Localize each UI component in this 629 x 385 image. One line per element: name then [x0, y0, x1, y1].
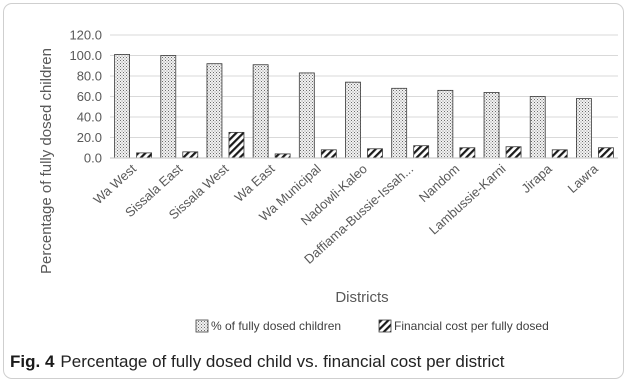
bar-chart: 0.0 20.0 40.0 60.0 80.0 100.0 120.0 Wa WestSis… — [38, 28, 618, 333]
y-tick-label: 0.0 — [84, 151, 102, 166]
bar-fully-dosed — [437, 89, 454, 159]
bar-financial-cost — [413, 145, 430, 159]
bar-financial-cost — [136, 152, 152, 159]
y-tick-label: 80.0 — [77, 69, 102, 84]
bar-financial-cost — [274, 153, 291, 159]
y-tick-label: 120.0 — [69, 28, 102, 43]
bar-fully-dosed — [529, 96, 546, 159]
bar-fully-dosed — [206, 63, 223, 159]
y-tick-label: 100.0 — [69, 48, 102, 63]
legend-label-fully-dosed: % of fully dosed children — [211, 319, 341, 333]
x-axis-title: Districts — [335, 289, 388, 306]
bar-financial-cost — [320, 149, 337, 159]
bar-financial-cost — [551, 149, 568, 159]
bar-financial-cost — [228, 131, 245, 159]
y-tick-label: 20.0 — [77, 130, 102, 145]
x-tick-label: Jirapa — [518, 161, 555, 196]
legend-label-financial-cost: Financial cost per fully dosed — [394, 319, 549, 333]
bar-fully-dosed — [345, 81, 361, 159]
legend-swatch-hatch — [378, 319, 392, 333]
bar-financial-cost — [182, 151, 199, 159]
figure-frame — [3, 3, 624, 379]
figure-label: Fig. 4 — [10, 352, 55, 371]
x-tick-label: Nandom — [416, 161, 463, 205]
bar-financial-cost — [598, 147, 614, 159]
bar-fully-dosed — [391, 87, 408, 159]
x-tick-label: Lawra — [565, 161, 602, 196]
bar-financial-cost — [459, 147, 476, 159]
y-axis-ticks: 0.0 20.0 40.0 60.0 80.0 100.0 120.0 — [69, 28, 102, 166]
bar-financial-cost — [505, 146, 522, 159]
bars — [114, 54, 614, 159]
x-tick-label: Wa East — [231, 161, 277, 205]
y-tick-label: 40.0 — [77, 110, 102, 125]
bar-fully-dosed — [252, 64, 269, 159]
caption-text: Percentage of fully dosed child vs. fina… — [60, 352, 505, 371]
legend: % of fully dosed children Financial cost… — [195, 319, 549, 333]
legend-swatch-dotted — [195, 319, 209, 333]
bar-fully-dosed — [114, 54, 130, 159]
bar-financial-cost — [367, 148, 383, 159]
bar-fully-dosed — [160, 55, 177, 159]
bar-fully-dosed — [298, 72, 315, 159]
bar-fully-dosed — [483, 92, 500, 159]
y-axis-title: Percentage of fully dosed children — [38, 48, 55, 274]
y-tick-label: 60.0 — [77, 89, 102, 104]
bar-fully-dosed — [576, 98, 592, 159]
figure-caption: Fig. 4 Percentage of fully dosed child vs… — [10, 352, 505, 372]
